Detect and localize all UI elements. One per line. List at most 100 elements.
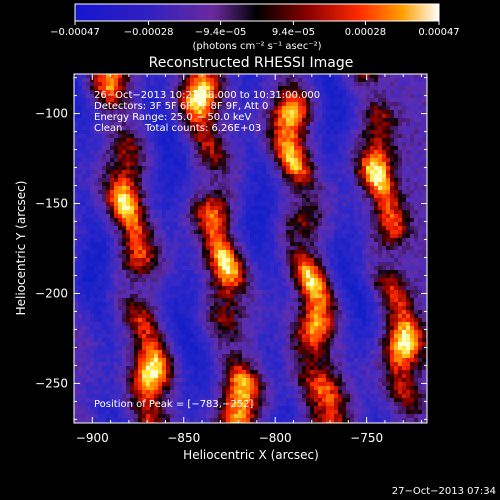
heatmap-cell <box>162 74 166 78</box>
heatmap-cell <box>306 86 310 90</box>
heatmap-cell <box>186 162 190 166</box>
heatmap-cell <box>182 186 186 190</box>
heatmap-cell <box>122 202 126 206</box>
heatmap-cell <box>274 246 278 250</box>
heatmap-cell <box>322 254 326 258</box>
heatmap-cell <box>270 210 274 214</box>
heatmap-cell <box>82 86 86 90</box>
heatmap-cell <box>230 166 234 170</box>
heatmap-cell <box>78 146 82 150</box>
heatmap-cell <box>222 258 226 262</box>
heatmap-cell <box>342 138 346 142</box>
heatmap-cell <box>262 90 266 94</box>
heatmap-cell <box>346 142 350 146</box>
heatmap-cell <box>410 182 414 186</box>
heatmap-cell <box>74 282 78 286</box>
heatmap-cell <box>298 270 302 274</box>
heatmap-cell <box>290 82 294 86</box>
heatmap-cell <box>414 202 418 206</box>
heatmap-cell <box>274 166 278 170</box>
heatmap-cell <box>406 274 410 278</box>
heatmap-cell <box>342 146 346 150</box>
heatmap-cell <box>342 74 346 78</box>
heatmap-cell <box>194 154 198 158</box>
heatmap-cell <box>398 250 402 254</box>
heatmap-cell <box>190 130 194 134</box>
heatmap-cell <box>302 102 306 106</box>
heatmap-cell <box>214 86 218 90</box>
heatmap-cell <box>82 274 86 278</box>
heatmap-cell <box>398 286 402 290</box>
heatmap-cell <box>326 122 330 126</box>
heatmap-cell <box>334 286 338 290</box>
heatmap-cell <box>418 74 422 78</box>
heatmap-cell <box>82 130 86 134</box>
heatmap-cell <box>286 174 290 178</box>
heatmap-cell <box>358 162 362 166</box>
heatmap-cell <box>298 170 302 174</box>
heatmap-cell <box>258 210 262 214</box>
heatmap-cell <box>314 122 318 126</box>
heatmap-cell <box>386 202 390 206</box>
heatmap-cell <box>342 222 346 226</box>
heatmap-cell <box>326 190 330 194</box>
heatmap-cell <box>278 134 282 138</box>
heatmap-cell <box>118 226 122 230</box>
heatmap-cell <box>274 226 278 230</box>
heatmap-cell <box>210 106 214 110</box>
heatmap-cell <box>178 178 182 182</box>
heatmap-cell <box>406 234 410 238</box>
heatmap-cell <box>422 82 426 86</box>
heatmap-cell <box>150 98 154 102</box>
heatmap-cell <box>86 234 90 238</box>
heatmap-cell <box>90 170 94 174</box>
heatmap-cell <box>258 178 262 182</box>
heatmap-cell <box>402 86 406 90</box>
heatmap-cell <box>298 190 302 194</box>
heatmap-cell <box>94 242 98 246</box>
heatmap-cell <box>310 126 314 130</box>
heatmap-cell <box>230 230 234 234</box>
heatmap-cell <box>290 146 294 150</box>
heatmap-cell <box>158 182 162 186</box>
heatmap-cell <box>330 270 334 274</box>
heatmap-cell <box>162 194 166 198</box>
heatmap-cell <box>98 174 102 178</box>
heatmap-cell <box>178 202 182 206</box>
heatmap-cell <box>150 262 154 266</box>
heatmap-cell <box>302 282 306 286</box>
heatmap-cell <box>182 170 186 174</box>
heatmap-cell <box>394 250 398 254</box>
heatmap-cell <box>202 242 206 246</box>
heatmap-cell <box>282 134 286 138</box>
heatmap-cell <box>198 230 202 234</box>
heatmap-cell <box>170 198 174 202</box>
heatmap-cell <box>194 234 198 238</box>
heatmap-cell <box>182 162 186 166</box>
heatmap-cell <box>114 102 118 106</box>
heatmap-cell <box>178 226 182 230</box>
heatmap-cell <box>190 254 194 258</box>
heatmap-cell <box>126 294 130 298</box>
heatmap-cell <box>146 102 150 106</box>
heatmap-cell <box>378 194 382 198</box>
heatmap-cell <box>78 270 82 274</box>
heatmap-cell <box>118 118 122 122</box>
heatmap-cell <box>350 126 354 130</box>
heatmap-cell <box>154 290 158 294</box>
heatmap-cell <box>170 186 174 190</box>
heatmap-cell <box>410 186 414 190</box>
heatmap-cell <box>186 222 190 226</box>
heatmap-cell <box>394 166 398 170</box>
heatmap-cell <box>342 258 346 262</box>
heatmap-cell <box>274 142 278 146</box>
heatmap-cell <box>290 206 294 210</box>
heatmap-cell <box>374 238 378 242</box>
heatmap-cell <box>342 114 346 118</box>
heatmap-cell <box>242 194 246 198</box>
heatmap-cell <box>258 206 262 210</box>
heatmap-cell <box>82 286 86 290</box>
heatmap-cell <box>174 278 178 282</box>
heatmap-cell <box>330 282 334 286</box>
heatmap-cell <box>250 210 254 214</box>
